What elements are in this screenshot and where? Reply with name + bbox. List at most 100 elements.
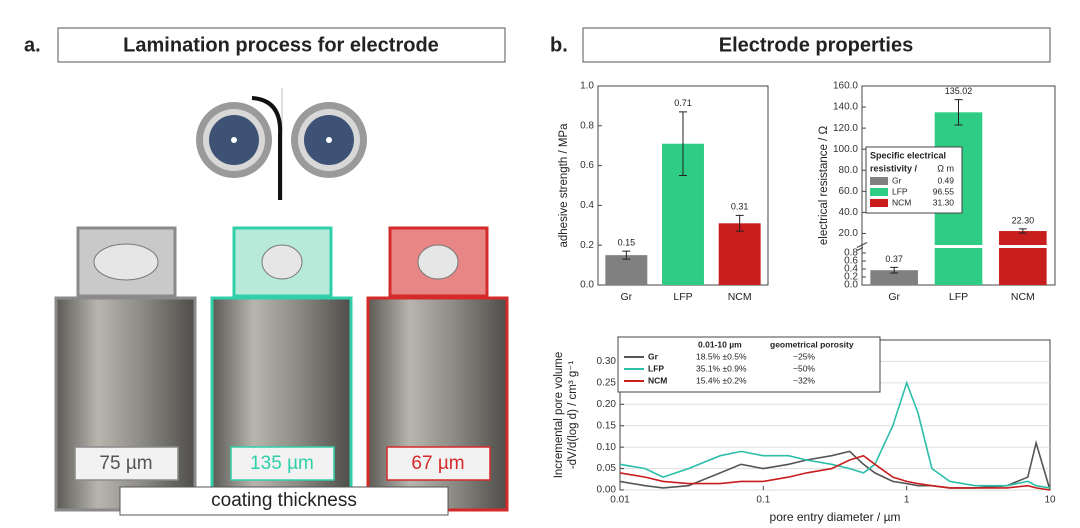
legend-cell: ~50% <box>793 363 815 373</box>
y-tick-label: 0.4 <box>580 200 594 211</box>
x-tick-label: Gr <box>888 291 900 303</box>
y-tick-label: 0.05 <box>597 463 617 474</box>
y-axis-label: electrical resistance / Ω <box>818 126 830 246</box>
legend-label: Gr <box>892 175 902 185</box>
legend-cell: 35.1% ±0.9% <box>696 363 747 373</box>
panel-label: a. <box>24 34 41 56</box>
x-tick-label: NCM <box>728 291 752 303</box>
error-bar <box>735 214 744 232</box>
thickness-box <box>230 446 335 481</box>
legend-swatch <box>870 177 888 185</box>
y-tick-label: 20.0 <box>839 228 859 239</box>
y-tick-label: 1.0 <box>580 81 594 92</box>
title-box <box>57 27 506 63</box>
y-tick-label: 0.30 <box>597 356 617 367</box>
foil <box>251 96 283 200</box>
legend-title: Specific electrical <box>870 150 946 160</box>
y-tick-label: 0.0 <box>580 280 594 291</box>
y-axis-label: adhesive strength / MPa <box>558 123 570 248</box>
legend-cell: ~32% <box>793 375 815 385</box>
particle <box>261 244 303 280</box>
x-tick-label: LFP <box>949 291 968 303</box>
legend-header: 0.01-10 µm <box>698 339 742 349</box>
legend-label: NCM <box>892 197 911 207</box>
y-tick-label: 0.2 <box>580 240 594 251</box>
rollers <box>196 88 367 200</box>
x-axis-label: pore entry diameter / µm <box>770 510 901 524</box>
legend-label: LFP <box>648 363 664 373</box>
y-tick-label: 40.0 <box>839 207 859 218</box>
legend-box <box>617 336 881 393</box>
legend-subtitle: resistivity / <box>870 163 918 173</box>
x-tick-label: 0.01 <box>610 495 630 506</box>
panel-label: b. <box>550 34 568 56</box>
legend-swatch <box>870 188 888 196</box>
bar <box>718 223 761 285</box>
y-tick-label: 120.0 <box>833 123 858 134</box>
y-tick-label: 0.25 <box>597 377 617 388</box>
bar <box>605 255 648 285</box>
y-tick-label: 0.10 <box>597 442 617 453</box>
samples: 75 µm 135 µm 67 µm <box>54 226 509 512</box>
legend-value: 96.55 <box>933 186 955 196</box>
value-label: 0.71 <box>674 98 692 108</box>
y-tick-label: 0.6 <box>580 160 594 171</box>
bar <box>870 270 918 285</box>
value-label: 22.30 <box>1012 215 1035 225</box>
title-box <box>582 27 1051 63</box>
y-tick-label: 0.6 <box>844 256 858 267</box>
y-tick-label: 0.00 <box>597 485 617 496</box>
y-tick-label: 0.8 <box>844 248 858 259</box>
value-label: 0.15 <box>618 238 636 248</box>
legend-unit: Ω m <box>937 163 954 173</box>
thickness-label: 67 µm <box>411 453 464 474</box>
value-label: 135.02 <box>945 86 973 96</box>
panel-title: Lamination process for electrode <box>123 34 439 56</box>
x-tick-label: NCM <box>1011 291 1035 303</box>
y-tick-label: 80.0 <box>839 165 859 176</box>
thickness-label: 75 µm <box>99 453 152 474</box>
error-bar <box>890 266 899 274</box>
legend-cell: 15.4% ±0.2% <box>696 375 747 385</box>
x-tick-label: LFP <box>673 291 692 303</box>
caption-box <box>119 486 449 516</box>
legend-label: LFP <box>892 186 908 196</box>
particle <box>93 243 159 281</box>
legend-value: 0.49 <box>937 175 954 185</box>
x-tick-label: Gr <box>620 291 632 303</box>
legend-value: 31.30 <box>933 197 955 207</box>
panel-title: Electrode properties <box>719 34 914 56</box>
x-tick-label: 1 <box>904 495 910 506</box>
series-line <box>619 380 1051 489</box>
thickness-label: 135 µm <box>250 453 314 474</box>
y-axis-label: -dV/d(log d) / cm³ g⁻¹ <box>567 361 579 469</box>
legend-swatch <box>870 199 888 207</box>
error-bar <box>954 99 963 126</box>
roller-axle <box>231 137 237 143</box>
error-bar <box>622 250 631 260</box>
x-tick-label: 0.1 <box>756 495 770 506</box>
y-tick-label: 0.2 <box>844 272 858 283</box>
x-tick-label: 10 <box>1044 495 1056 506</box>
error-bar <box>1018 228 1027 234</box>
thickness-box <box>74 446 179 481</box>
roller-axle <box>326 137 332 143</box>
y-tick-label: 140.0 <box>833 102 858 113</box>
legend-label: NCM <box>648 375 667 385</box>
legend-header: geometrical porosity <box>770 339 854 349</box>
value-label: 0.31 <box>731 202 749 212</box>
legend-label: Gr <box>648 351 659 361</box>
y-tick-label: 0.15 <box>597 420 617 431</box>
break-gap <box>863 245 1054 248</box>
value-label: 0.37 <box>885 254 903 264</box>
charts: adhesive strength / MPa0.00.20.40.60.81.… <box>553 81 1056 525</box>
series-line <box>619 454 1051 491</box>
y-tick-label: 0.0 <box>844 280 858 291</box>
thickness-box <box>386 446 491 481</box>
legend-cell: ~25% <box>793 351 815 361</box>
y-tick-label: 160.0 <box>833 81 858 92</box>
y-tick-label: 0.4 <box>844 264 858 275</box>
y-tick-label: 0.20 <box>597 399 617 410</box>
y-axis-label: Incremental pore volume <box>553 352 565 479</box>
